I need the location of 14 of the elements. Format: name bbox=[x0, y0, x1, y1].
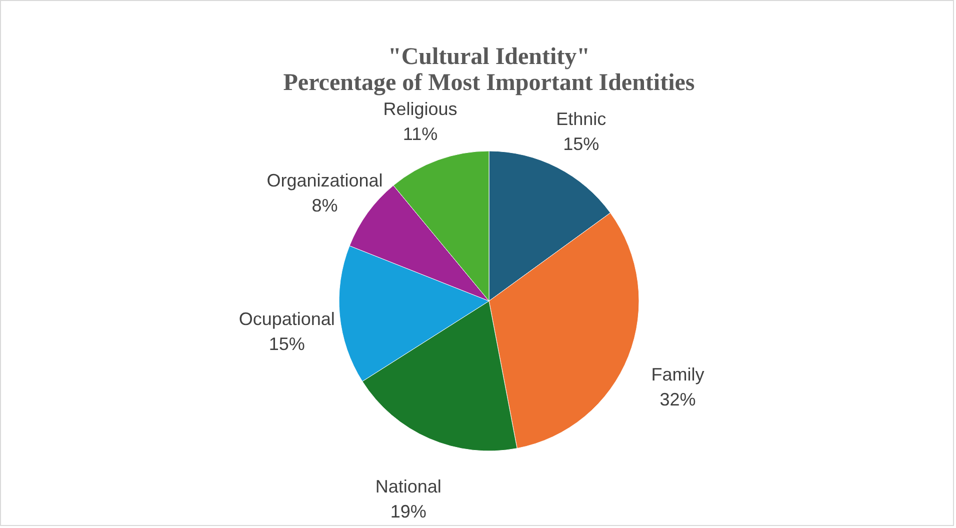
slice-label: Religious bbox=[383, 99, 458, 119]
chart-subtitle: Percentage of Most Important Identities bbox=[283, 70, 695, 96]
slice-label: National bbox=[375, 476, 442, 496]
data-label: 15% bbox=[268, 334, 305, 354]
data-label: 19% bbox=[390, 501, 426, 522]
chart-title: "Cultural Identity" bbox=[388, 44, 590, 70]
data-label: 8% bbox=[312, 196, 338, 216]
data-label: 32% bbox=[660, 390, 696, 410]
slice-label: Family bbox=[651, 364, 704, 385]
data-label: 15% bbox=[563, 134, 600, 154]
slice-label: Ocupational bbox=[238, 309, 335, 330]
slice-label: Organizational bbox=[266, 170, 383, 191]
data-label: 11% bbox=[402, 124, 438, 144]
slice-label: Ethnic bbox=[556, 109, 606, 130]
